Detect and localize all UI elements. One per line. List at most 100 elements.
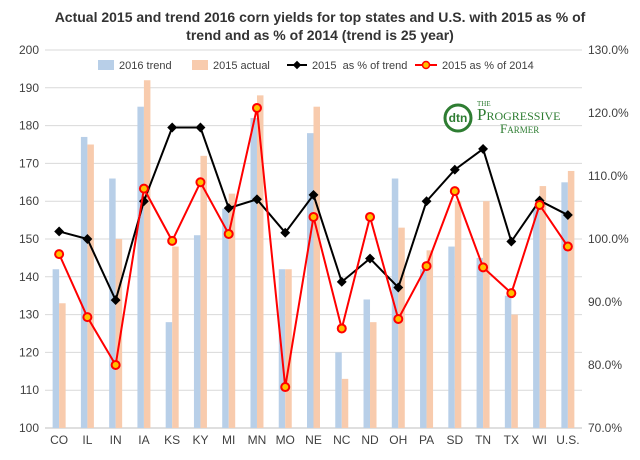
left-tick-label: 150 — [19, 232, 39, 246]
point-pct-2014 — [167, 235, 178, 246]
logo-the-text: THE — [477, 100, 491, 108]
right-tick-label: 110.0% — [588, 169, 628, 183]
bar-2016-trend — [250, 118, 257, 428]
bar-2016-trend — [533, 208, 540, 428]
point-pct-2014 — [478, 262, 489, 273]
left-tick-label: 200 — [19, 43, 39, 57]
point-pct-trend — [82, 234, 93, 244]
right-tick-label: 80.0% — [588, 358, 622, 372]
legend-label-2015-actual: 2015 actual — [213, 60, 270, 72]
bar-2015-actual — [370, 322, 377, 428]
logo-circle-icon — [443, 103, 473, 133]
point-pct-2014 — [308, 211, 319, 222]
point-pct-trend — [223, 203, 234, 214]
x-tick-label: CO — [50, 433, 68, 447]
bar-2015-actual — [256, 95, 264, 429]
bar-2016-trend — [561, 182, 568, 428]
right-tick-label: 120.0% — [588, 106, 629, 120]
right-axis-ticks: 70.0% 80.0% 90.0% 100.0% 110.0% 120.0% 130.0% — [588, 43, 629, 435]
bar-2015-actual — [454, 201, 462, 428]
point-pct-2014 — [54, 249, 65, 260]
x-tick-label: NC — [333, 433, 351, 447]
legend-swatch-2016-trend — [98, 60, 114, 70]
bar-2016-trend — [306, 133, 314, 428]
bar-2015-actual — [172, 246, 179, 428]
dtn-progressive-farmer-logo: dtn THE Progressive Farmer — [443, 100, 560, 136]
right-tick-label: 130.0% — [588, 43, 629, 57]
bar-2016-trend — [420, 269, 427, 428]
point-pct-2014 — [562, 241, 573, 252]
bar-2016-trend — [335, 352, 342, 428]
chart-title-line1: Actual 2015 and trend 2016 corn yields f… — [55, 9, 586, 25]
point-pct-trend — [449, 164, 460, 175]
x-tick-label: TX — [504, 433, 519, 447]
legend-marker-pct-trend — [292, 60, 302, 70]
point-pct-trend — [421, 196, 432, 207]
point-pct-2014 — [110, 360, 121, 370]
point-pct-2014 — [195, 177, 206, 188]
x-tick-label: PA — [419, 433, 434, 447]
right-tick-label: 100.0% — [588, 232, 629, 246]
right-tick-label: 90.0% — [588, 295, 622, 309]
bar-2016-trend — [222, 208, 229, 428]
x-tick-label: ND — [361, 433, 379, 447]
bar-2015-actual — [59, 303, 66, 428]
x-tick-label: OH — [389, 433, 407, 447]
legend-swatch-2015-actual — [192, 60, 208, 70]
point-pct-2014 — [251, 102, 262, 113]
bar-2015-actual — [115, 239, 123, 428]
x-tick-label: MI — [222, 433, 235, 447]
left-tick-label: 120 — [19, 345, 39, 359]
left-tick-label: 130 — [19, 308, 39, 322]
bar-2016-trend — [391, 178, 399, 428]
x-tick-label: KS — [164, 433, 180, 447]
bar-2016-trend — [448, 246, 455, 428]
left-tick-label: 160 — [19, 194, 39, 208]
left-tick-label: 140 — [19, 270, 39, 284]
bar-2016-trend — [80, 136, 88, 428]
legend: 2016 trend 2015 actual 2015 as % of tren… — [98, 60, 534, 72]
bar-2015-actual — [228, 193, 236, 428]
bar-2016-trend — [504, 295, 512, 428]
point-pct-trend — [478, 143, 489, 154]
bar-2016-trend — [109, 178, 116, 428]
legend-label-pct-trend: 2015 as % of trend — [312, 60, 407, 72]
logo-line2-text: Farmer — [500, 121, 539, 136]
point-pct-trend — [167, 122, 178, 133]
point-pct-trend — [336, 276, 347, 287]
point-pct-trend — [195, 122, 206, 133]
bar-2016-trend — [363, 299, 371, 428]
point-pct-2014 — [336, 323, 347, 334]
chart-title-line2: trend and as % of 2014 (trend is 25 year… — [186, 27, 454, 43]
x-tick-label: SD — [446, 433, 463, 447]
point-pct-trend — [252, 194, 262, 205]
bar-2015-actual — [483, 201, 490, 428]
bar-2016-trend — [137, 106, 144, 428]
point-pct-trend — [393, 282, 404, 293]
point-pct-2014 — [365, 211, 376, 222]
x-tick-label: NE — [305, 433, 322, 447]
point-pct-2014 — [534, 199, 545, 210]
bar-2015-actual — [539, 186, 547, 428]
point-pct-2014 — [223, 228, 234, 239]
x-tick-label: U.S. — [556, 433, 579, 447]
bar-2015-actual — [511, 314, 518, 428]
bar-2015-actual — [200, 155, 207, 428]
bar-2015-actual — [398, 227, 405, 428]
x-tick-label: MN — [248, 433, 267, 447]
bar-2016-trend — [165, 322, 173, 428]
legend-label-2016-trend: 2016 trend — [119, 60, 172, 72]
point-pct-2014 — [138, 183, 149, 194]
left-axis-ticks: 100 110 120 130 140 150 160 170 180 190 200 — [19, 43, 39, 435]
bars-group — [52, 80, 575, 429]
left-tick-label: 190 — [19, 81, 39, 95]
left-tick-label: 180 — [19, 119, 39, 133]
point-pct-trend — [308, 189, 319, 200]
lines-group — [54, 102, 573, 393]
point-pct-trend — [562, 210, 573, 221]
bar-2015-actual — [143, 80, 151, 429]
bar-2015-actual — [285, 269, 292, 428]
x-tick-label: IN — [110, 433, 122, 447]
bar-2015-actual — [313, 106, 321, 428]
